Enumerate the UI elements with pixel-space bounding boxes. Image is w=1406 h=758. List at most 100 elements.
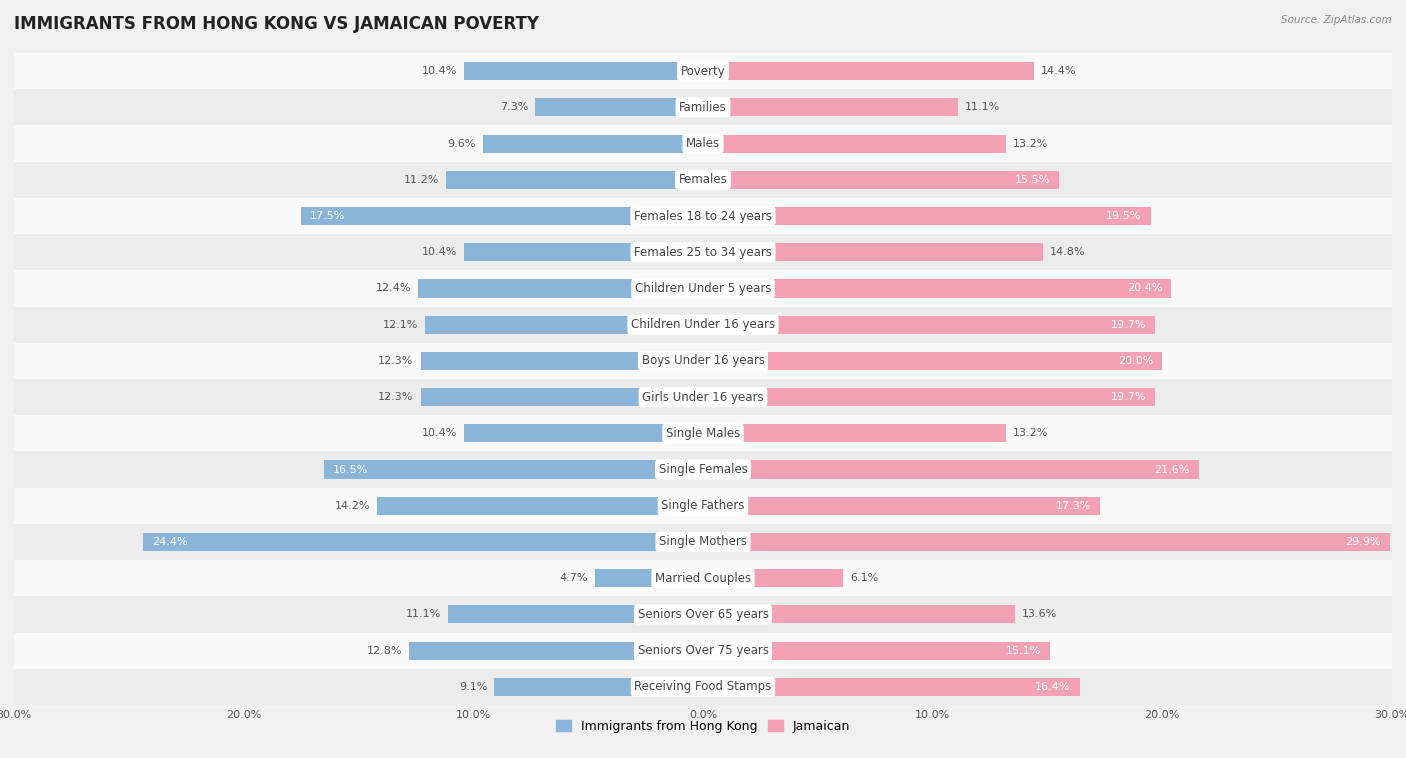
Text: 14.4%: 14.4% — [1040, 66, 1076, 76]
Bar — [703, 135, 1007, 152]
Bar — [703, 461, 1199, 478]
Bar — [703, 243, 1043, 262]
Text: 20.0%: 20.0% — [1118, 356, 1153, 366]
Bar — [703, 606, 1015, 623]
Text: 4.7%: 4.7% — [560, 573, 588, 583]
Bar — [703, 641, 1050, 659]
Text: 12.1%: 12.1% — [382, 320, 418, 330]
Text: 16.5%: 16.5% — [333, 465, 368, 475]
Text: 11.1%: 11.1% — [965, 102, 1000, 112]
Text: 12.3%: 12.3% — [378, 392, 413, 402]
Bar — [14, 306, 1392, 343]
Bar — [703, 99, 957, 117]
Text: 12.8%: 12.8% — [367, 646, 402, 656]
Text: Single Males: Single Males — [666, 427, 740, 440]
Text: 19.7%: 19.7% — [1111, 392, 1146, 402]
Text: Children Under 5 years: Children Under 5 years — [634, 282, 772, 295]
Bar — [464, 62, 703, 80]
Text: Receiving Food Stamps: Receiving Food Stamps — [634, 681, 772, 694]
Text: Seniors Over 65 years: Seniors Over 65 years — [637, 608, 769, 621]
Text: Poverty: Poverty — [681, 64, 725, 77]
Text: 20.4%: 20.4% — [1126, 283, 1163, 293]
Bar — [420, 388, 703, 406]
Bar — [14, 487, 1392, 524]
Bar — [14, 198, 1392, 234]
Text: Girls Under 16 years: Girls Under 16 years — [643, 390, 763, 403]
Bar — [703, 533, 1389, 551]
Text: 19.7%: 19.7% — [1111, 320, 1146, 330]
Bar — [703, 678, 1080, 696]
Bar — [14, 669, 1392, 705]
Bar — [703, 424, 1007, 443]
Text: 19.5%: 19.5% — [1107, 211, 1142, 221]
Text: 14.8%: 14.8% — [1050, 247, 1085, 257]
Bar — [323, 461, 703, 478]
Text: 10.4%: 10.4% — [422, 428, 457, 438]
Text: 17.3%: 17.3% — [1056, 501, 1091, 511]
Text: Males: Males — [686, 137, 720, 150]
Bar — [14, 271, 1392, 306]
Legend: Immigrants from Hong Kong, Jamaican: Immigrants from Hong Kong, Jamaican — [551, 715, 855, 738]
Bar — [14, 452, 1392, 487]
Text: 15.1%: 15.1% — [1005, 646, 1040, 656]
Text: 10.4%: 10.4% — [422, 247, 457, 257]
Text: Females 18 to 24 years: Females 18 to 24 years — [634, 209, 772, 223]
Text: Single Fathers: Single Fathers — [661, 500, 745, 512]
Text: 11.2%: 11.2% — [404, 175, 439, 185]
Text: 6.1%: 6.1% — [851, 573, 879, 583]
Bar — [14, 379, 1392, 415]
Text: Seniors Over 75 years: Seniors Over 75 years — [637, 644, 769, 657]
Bar — [703, 207, 1152, 225]
Text: 14.2%: 14.2% — [335, 501, 370, 511]
Text: 9.6%: 9.6% — [447, 139, 475, 149]
Text: 21.6%: 21.6% — [1154, 465, 1189, 475]
Text: Children Under 16 years: Children Under 16 years — [631, 318, 775, 331]
Bar — [418, 280, 703, 297]
Text: 24.4%: 24.4% — [152, 537, 187, 547]
Bar — [14, 415, 1392, 452]
Bar — [703, 280, 1171, 297]
Text: 13.2%: 13.2% — [1012, 139, 1049, 149]
Bar — [409, 641, 703, 659]
Bar — [464, 424, 703, 443]
Bar — [703, 62, 1033, 80]
Bar — [301, 207, 703, 225]
Text: Families: Families — [679, 101, 727, 114]
Bar — [482, 135, 703, 152]
Text: Single Mothers: Single Mothers — [659, 535, 747, 549]
Text: 10.4%: 10.4% — [422, 66, 457, 76]
Bar — [703, 569, 844, 587]
Text: Married Couples: Married Couples — [655, 572, 751, 584]
Bar — [425, 315, 703, 334]
Text: 17.5%: 17.5% — [311, 211, 346, 221]
Bar — [14, 560, 1392, 597]
Bar — [464, 243, 703, 262]
Text: IMMIGRANTS FROM HONG KONG VS JAMAICAN POVERTY: IMMIGRANTS FROM HONG KONG VS JAMAICAN PO… — [14, 15, 538, 33]
Text: Boys Under 16 years: Boys Under 16 years — [641, 355, 765, 368]
Bar — [595, 569, 703, 587]
Text: Females: Females — [679, 174, 727, 186]
Text: 29.9%: 29.9% — [1344, 537, 1381, 547]
Bar — [446, 171, 703, 189]
Bar — [14, 597, 1392, 632]
Bar — [494, 678, 703, 696]
Text: 7.3%: 7.3% — [501, 102, 529, 112]
Bar — [703, 315, 1156, 334]
Text: 13.6%: 13.6% — [1022, 609, 1057, 619]
Text: 12.4%: 12.4% — [375, 283, 412, 293]
Text: 15.5%: 15.5% — [1015, 175, 1050, 185]
Text: Source: ZipAtlas.com: Source: ZipAtlas.com — [1281, 15, 1392, 25]
Bar — [703, 352, 1163, 370]
Bar — [14, 126, 1392, 161]
Text: 13.2%: 13.2% — [1012, 428, 1049, 438]
Bar — [14, 53, 1392, 89]
Bar — [14, 524, 1392, 560]
Bar — [14, 234, 1392, 271]
Bar — [703, 171, 1059, 189]
Text: 9.1%: 9.1% — [458, 682, 486, 692]
Text: 12.3%: 12.3% — [378, 356, 413, 366]
Bar — [14, 161, 1392, 198]
Text: Single Females: Single Females — [658, 463, 748, 476]
Bar — [703, 388, 1156, 406]
Text: Females 25 to 34 years: Females 25 to 34 years — [634, 246, 772, 258]
